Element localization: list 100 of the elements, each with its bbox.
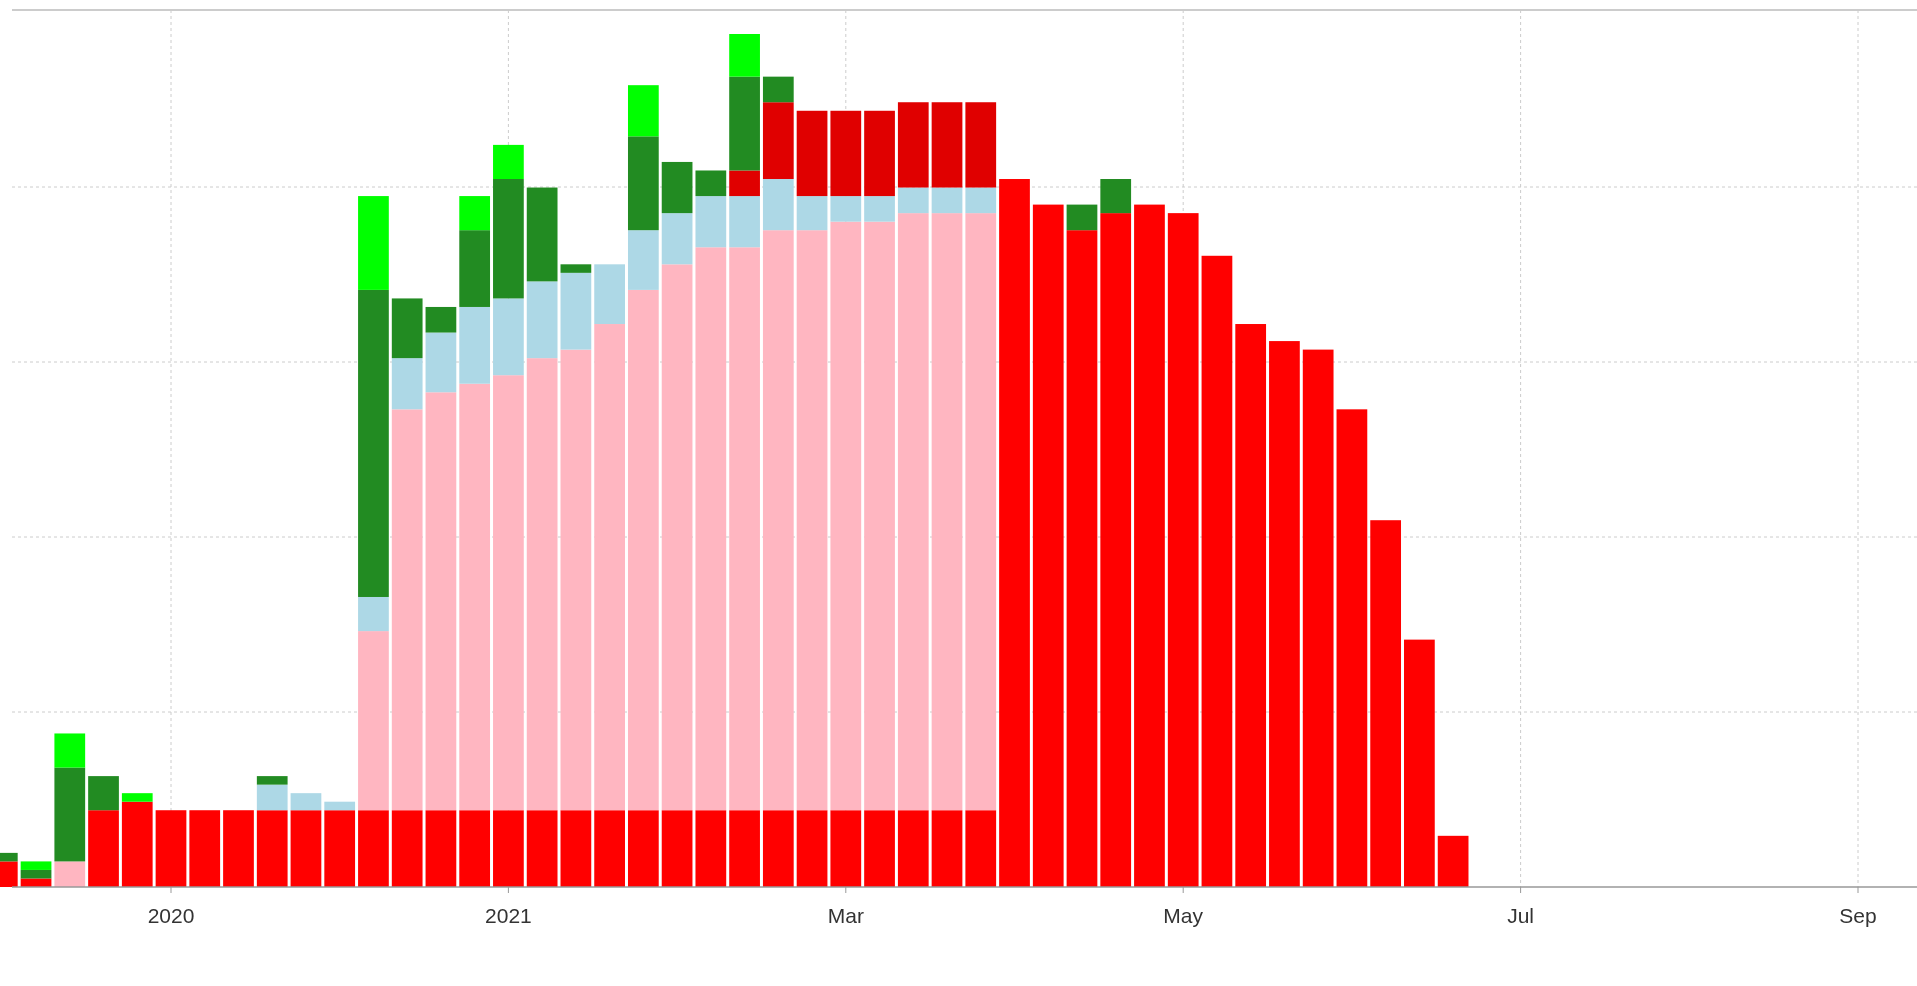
- bar: [661, 810, 693, 887]
- bar: [1167, 213, 1199, 887]
- bar: [526, 187, 558, 282]
- bar: [425, 392, 457, 811]
- bar: [695, 196, 727, 248]
- bar: [425, 306, 457, 333]
- bar: [88, 810, 119, 887]
- bar: [931, 213, 963, 811]
- bar: [1302, 349, 1334, 887]
- bar: [627, 289, 659, 811]
- bar: [999, 179, 1030, 887]
- bar: [729, 196, 760, 248]
- bar: [358, 596, 389, 632]
- bar: [560, 349, 592, 811]
- bar: [762, 179, 794, 231]
- bar: [627, 230, 659, 290]
- x-tick-label: Jul: [1507, 904, 1535, 927]
- bar: [560, 810, 592, 887]
- bar: [1336, 409, 1368, 887]
- bar: [661, 213, 693, 265]
- bar: [290, 810, 322, 887]
- bar: [931, 187, 963, 214]
- bar: [1066, 204, 1098, 231]
- bar: [189, 810, 221, 887]
- bar: [493, 144, 524, 180]
- bar: [54, 767, 86, 862]
- bar: [729, 76, 760, 171]
- bar: [54, 861, 86, 887]
- bar: [1404, 639, 1435, 887]
- bar: [864, 810, 895, 887]
- bar: [796, 196, 828, 231]
- bar: [88, 776, 119, 811]
- bar: [729, 247, 760, 811]
- bar: [1269, 341, 1300, 887]
- bar: [493, 810, 524, 887]
- bar: [762, 102, 794, 180]
- bar: [290, 793, 322, 811]
- bar: [391, 358, 423, 410]
- bar: [358, 196, 389, 290]
- bar: [526, 810, 558, 887]
- bar: [864, 196, 895, 222]
- bar: [560, 264, 592, 273]
- bar: [695, 247, 727, 811]
- bar: [256, 784, 288, 811]
- bar: [627, 810, 659, 887]
- bar: [1100, 179, 1132, 214]
- bar: [425, 810, 457, 887]
- x-tick-label: Sep: [1839, 904, 1877, 927]
- bar: [1201, 255, 1233, 887]
- bar: [391, 810, 423, 887]
- x-tick-label: Mar: [827, 904, 864, 927]
- bar: [931, 102, 963, 188]
- bar: [493, 375, 524, 811]
- bar: [729, 810, 760, 887]
- bar: [526, 281, 558, 359]
- bar: [830, 810, 862, 887]
- x-tick-label: 2021: [485, 904, 532, 927]
- bar: [1235, 324, 1267, 887]
- bar: [796, 810, 828, 887]
- bar: [594, 810, 625, 887]
- bar: [627, 136, 659, 231]
- bar: [493, 298, 524, 376]
- bar: [223, 810, 254, 887]
- bar: [594, 324, 625, 811]
- bar: [1437, 835, 1469, 887]
- bar: [830, 110, 862, 197]
- bar: [459, 810, 491, 887]
- bar: [965, 213, 997, 811]
- bar: [54, 733, 86, 768]
- bar: [1032, 204, 1064, 887]
- bar: [594, 264, 625, 325]
- bar: [695, 810, 727, 887]
- bar: [256, 776, 288, 785]
- x-tick-label: May: [1163, 904, 1204, 927]
- bar: [864, 110, 895, 197]
- bar: [493, 179, 524, 299]
- bar: [256, 810, 288, 887]
- bar: [391, 409, 423, 811]
- bar: [762, 76, 794, 103]
- bar: [762, 230, 794, 811]
- bar: [830, 221, 862, 811]
- bar: [459, 230, 491, 307]
- bar: [1370, 520, 1402, 887]
- bar: [729, 170, 760, 197]
- bar: [931, 810, 963, 887]
- bar: [864, 221, 895, 811]
- bar: [324, 801, 356, 811]
- bar: [897, 102, 929, 188]
- bar: [965, 102, 997, 188]
- bar: [1066, 230, 1098, 887]
- bar: [358, 631, 389, 811]
- bar: [796, 110, 828, 197]
- bar: [627, 85, 659, 137]
- bar: [358, 289, 389, 597]
- bar: [526, 358, 558, 811]
- bar: [155, 810, 187, 887]
- bar: [425, 332, 457, 393]
- bar: [121, 793, 153, 802]
- bar: [762, 810, 794, 887]
- bar: [965, 187, 997, 214]
